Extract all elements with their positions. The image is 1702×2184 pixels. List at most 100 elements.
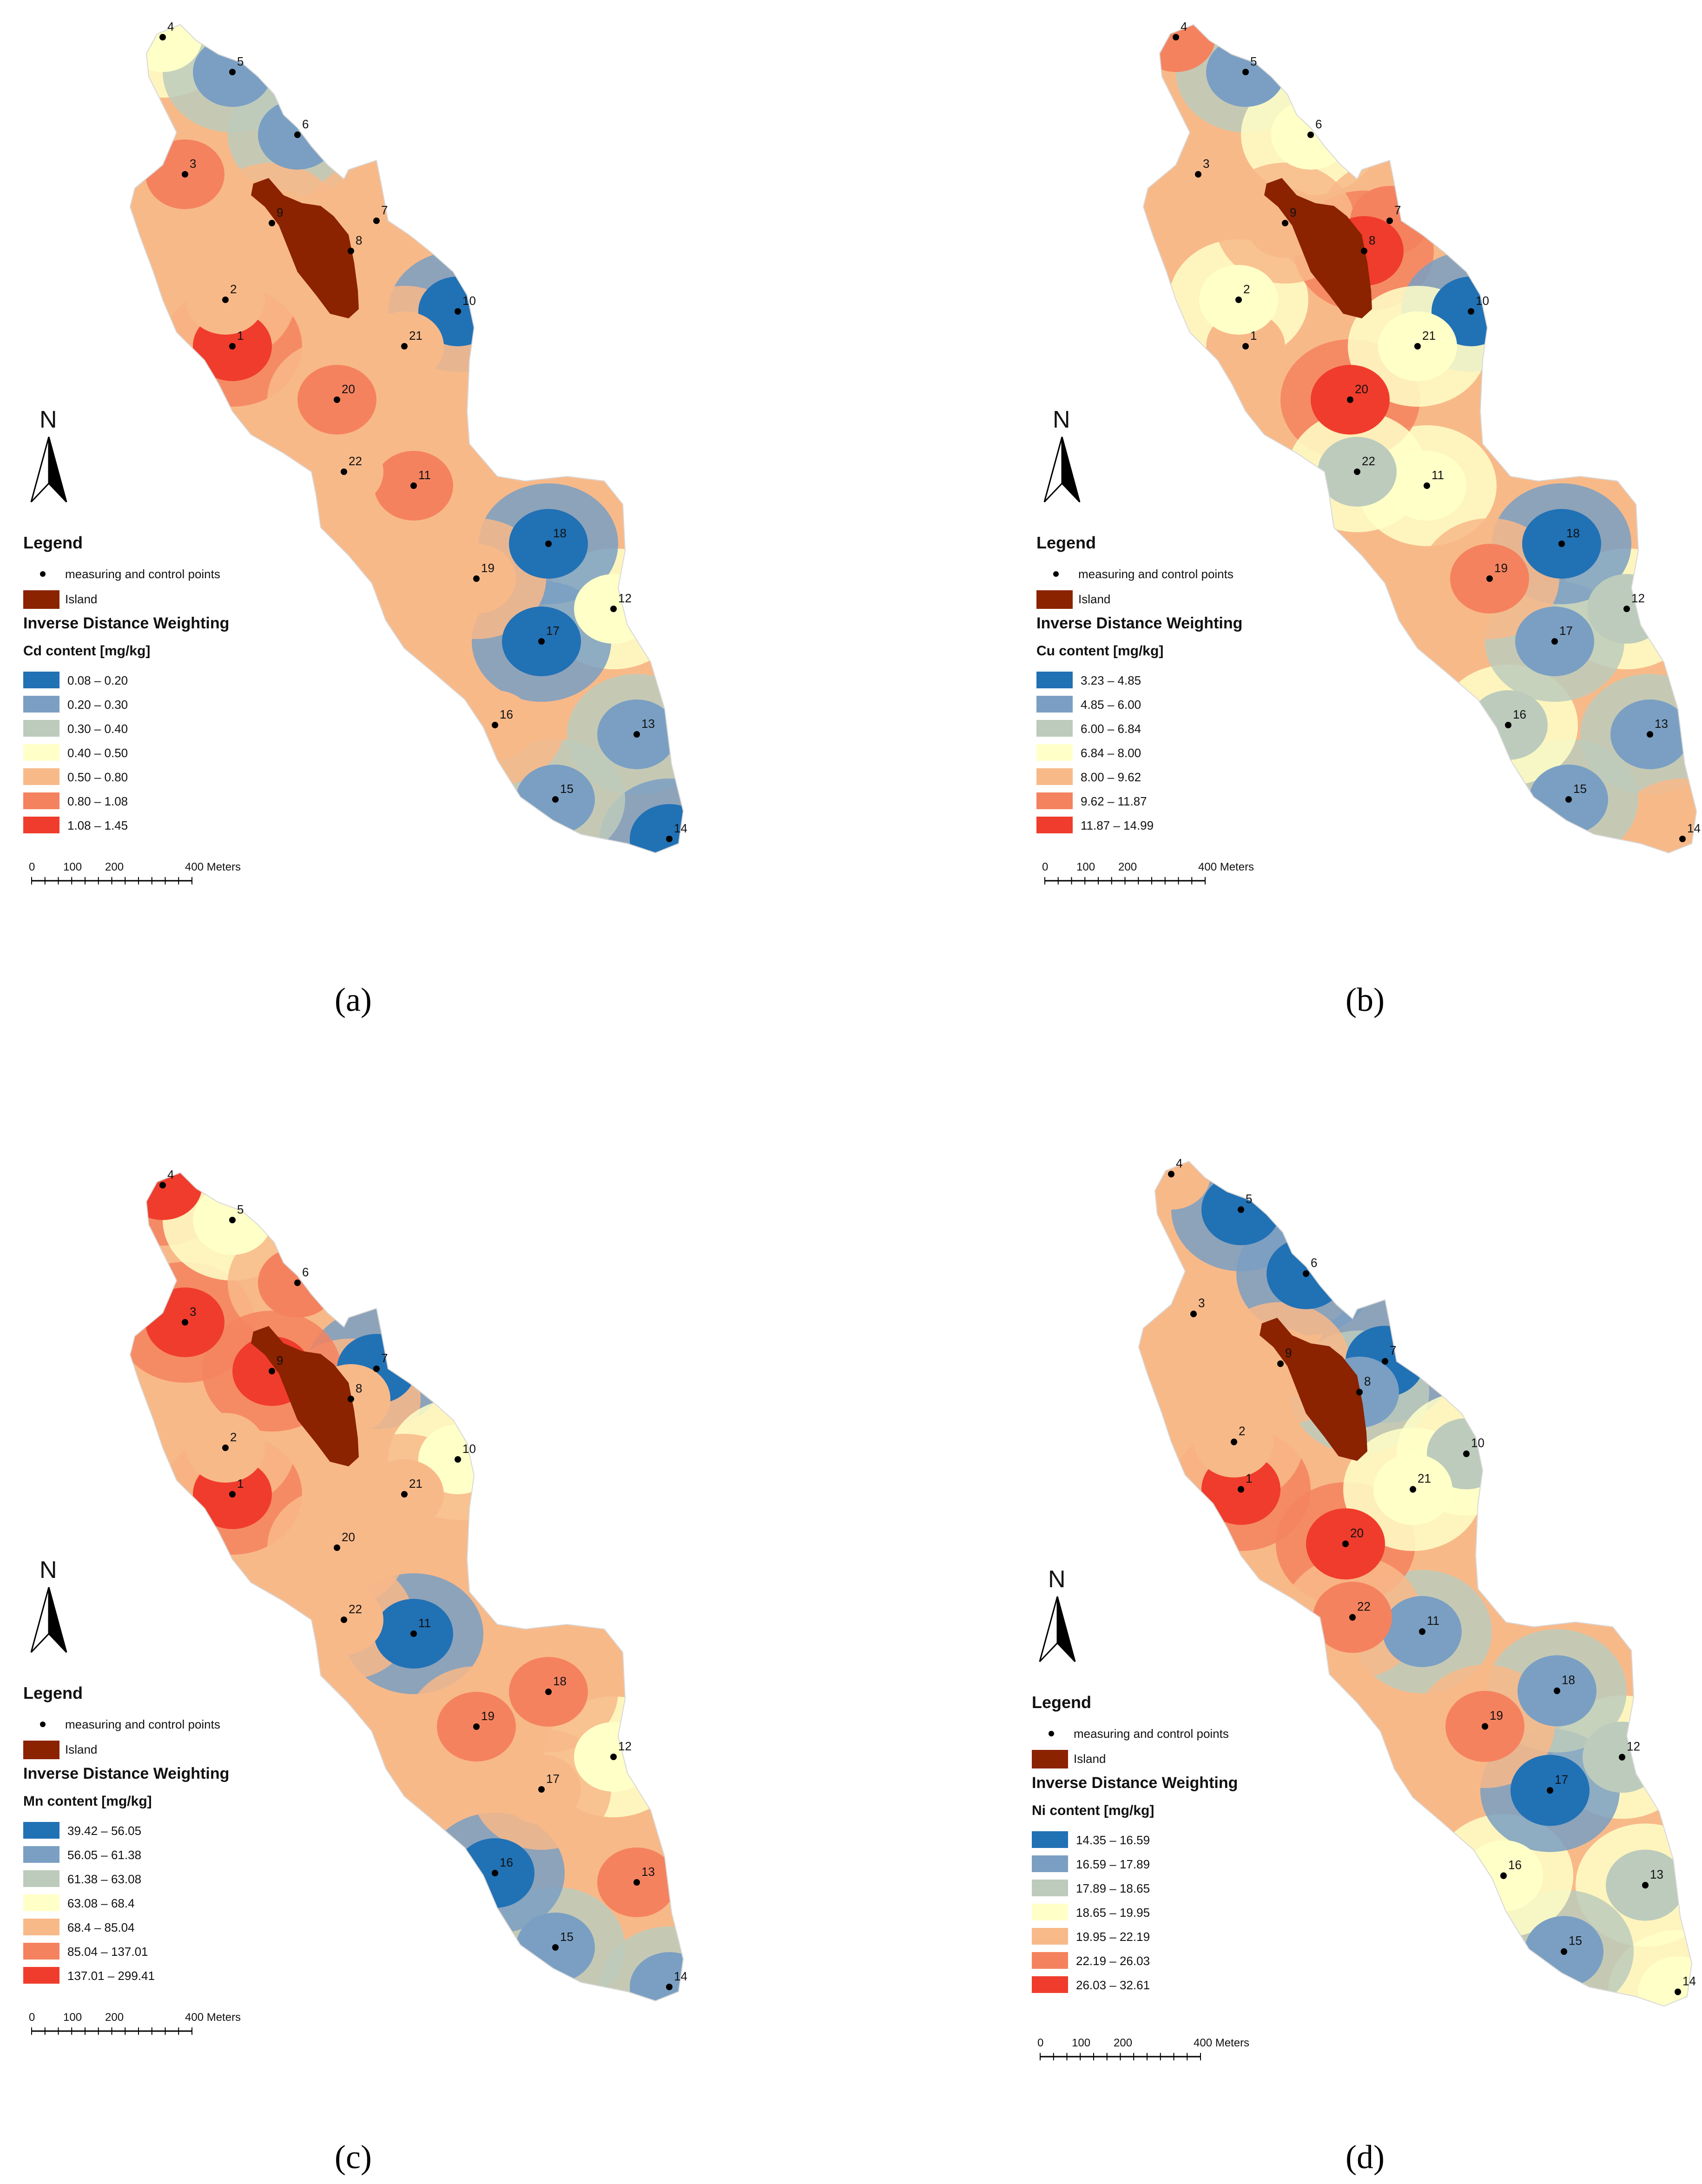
class-label: 0.80 – 1.08 (67, 794, 128, 808)
point-label: 9 (1290, 205, 1296, 219)
measuring-point (410, 1630, 417, 1637)
class-swatch (1036, 792, 1073, 809)
class-swatch (1036, 672, 1073, 688)
point-label: 10 (1471, 1436, 1484, 1450)
scale-label-100: 100 (63, 861, 82, 873)
north-label: N (1053, 406, 1070, 433)
measuring-point (1356, 1389, 1363, 1396)
class-label: 56.05 – 61.38 (67, 1848, 141, 1862)
point-label: 15 (1569, 1933, 1582, 1947)
measuring-point (1238, 1206, 1244, 1213)
measuring-point (1354, 468, 1360, 475)
measuring-point (1561, 1948, 1567, 1955)
point-label: 19 (1494, 561, 1508, 575)
measuring-point (473, 1723, 480, 1730)
measuring-point (269, 220, 275, 226)
point-label: 21 (1418, 1471, 1431, 1485)
north-arrow: N (30, 406, 67, 503)
idw-zones (130, 1173, 683, 2001)
class-label: 19.95 – 22.19 (1076, 1930, 1150, 1944)
point-label: 2 (1243, 282, 1250, 296)
point-label: 8 (1369, 233, 1375, 247)
measuring-point (1565, 796, 1572, 803)
point-label: 13 (641, 717, 655, 731)
island-swatch (23, 590, 59, 609)
measuring-point (222, 297, 229, 303)
class-label: 39.42 – 56.05 (67, 1824, 141, 1838)
island-legend-label: Island (1074, 1752, 1106, 1766)
point-label: 12 (618, 1739, 632, 1753)
point-legend-label: measuring and control points (1074, 1727, 1229, 1741)
scale-label-200: 200 (105, 2011, 124, 2024)
point-label: 18 (553, 1674, 567, 1688)
class-swatch (23, 720, 59, 737)
class-swatch (1032, 1904, 1068, 1920)
lake-outline (1142, 24, 1697, 854)
legend-title: Legend (23, 533, 83, 552)
measuring-point (492, 722, 498, 728)
island-legend-label: Island (65, 592, 97, 606)
scale-label-100: 100 (1072, 2037, 1090, 2049)
scale-label-400: 400 Meters (185, 2011, 241, 2024)
lake-outline (129, 24, 684, 854)
class-label: 14.35 – 16.59 (1076, 1833, 1150, 1847)
measuring-point (633, 731, 640, 738)
point-label: 9 (1285, 1346, 1292, 1360)
variable-title: Ni content [mg/kg] (1032, 1803, 1154, 1818)
point-label: 4 (1176, 1156, 1182, 1170)
measuring-point (229, 343, 236, 350)
map-panel-d: 12345678910111213141516171819202122NLege… (1032, 1156, 1696, 2176)
point-label: 1 (1246, 1471, 1252, 1485)
point-label: 15 (560, 1930, 574, 1944)
idw-zones (130, 25, 683, 853)
point-label: 10 (462, 1442, 476, 1456)
measuring-point (1349, 1614, 1356, 1621)
measuring-point (269, 1368, 275, 1374)
point-label: 5 (237, 54, 244, 68)
class-label: 3.23 – 4.85 (1081, 673, 1141, 687)
measuring-point (1642, 1881, 1649, 1889)
scale-label-200: 200 (105, 861, 124, 873)
point-label: 7 (1390, 1343, 1396, 1357)
measuring-point (545, 1689, 552, 1695)
point-label: 7 (381, 203, 388, 217)
point-label: 8 (1364, 1374, 1371, 1388)
north-arrow-left (30, 1587, 50, 1653)
measuring-point (401, 1491, 408, 1498)
class-label: 9.62 – 11.87 (1081, 794, 1147, 808)
measuring-point (182, 1319, 188, 1326)
north-arrow: N (1043, 406, 1081, 503)
class-swatch (1032, 1880, 1068, 1896)
class-swatch (1036, 744, 1073, 761)
scale-label-0: 0 (29, 2011, 35, 2024)
class-label: 0.30 – 0.40 (67, 722, 128, 736)
point-label: 17 (546, 624, 560, 638)
class-swatch (1032, 1855, 1068, 1872)
measuring-point (538, 1786, 545, 1793)
measuring-point (1235, 297, 1242, 303)
map-panel-a: 12345678910111213141516171819202122NLege… (23, 20, 687, 1018)
point-label: 7 (381, 1351, 388, 1365)
measuring-point (1419, 1628, 1425, 1635)
point-label: 3 (1198, 1296, 1205, 1310)
point-label: 17 (546, 1772, 560, 1786)
idw-zones (1139, 1161, 1692, 2006)
class-label: 6.00 – 6.84 (1081, 722, 1141, 736)
class-swatch (23, 1919, 59, 1935)
scale-label-400: 400 Meters (1198, 861, 1254, 873)
point-label: 9 (277, 1353, 283, 1367)
class-label: 16.59 – 17.89 (1076, 1857, 1150, 1871)
class-swatch (23, 1943, 59, 1960)
scale-label-0: 0 (1037, 2037, 1043, 2049)
class-swatch (1032, 1952, 1068, 1969)
measuring-point (229, 1491, 236, 1498)
point-label: 12 (618, 591, 632, 605)
point-label: 1 (1250, 329, 1257, 343)
scale-label-100: 100 (1076, 861, 1095, 873)
legend: Legend measuring and control points Island… (23, 533, 229, 833)
measuring-point (1468, 308, 1474, 315)
class-label: 8.00 – 9.62 (1081, 770, 1141, 784)
